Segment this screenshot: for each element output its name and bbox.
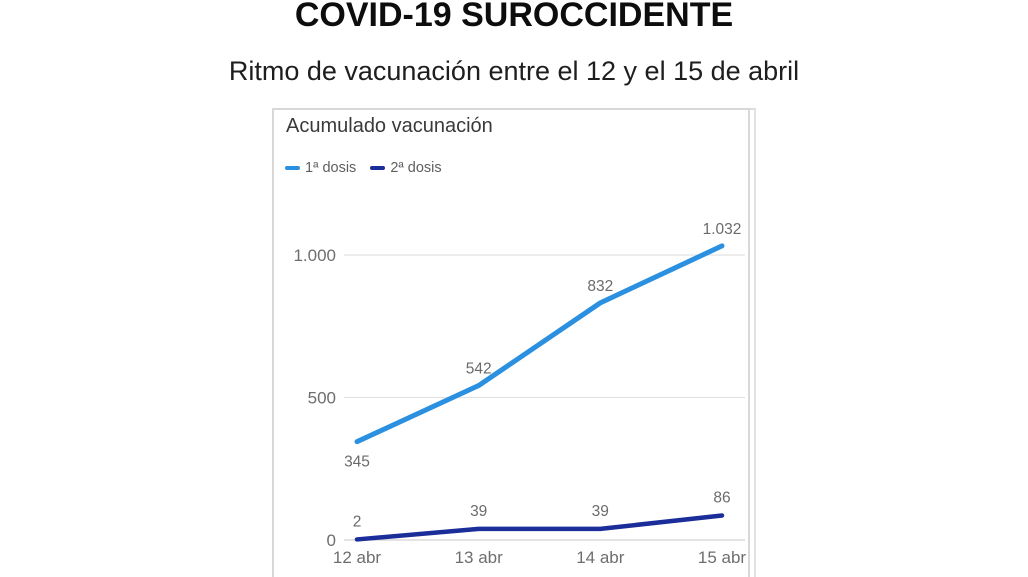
card-outer-frame-horizontal (750, 108, 756, 110)
dose1-line-swatch (285, 166, 300, 170)
dose2-line-swatch (370, 166, 386, 170)
chart-legend: 1ª dosis 2ª dosis (285, 160, 442, 176)
point-label: 39 (592, 503, 609, 520)
chart-title: Acumulado vacunación (286, 115, 493, 137)
point-label: 345 (344, 454, 370, 471)
series-line-1 (354, 243, 725, 445)
page-subtitle: Ritmo de vacunación entre el 12 y el 15 … (228, 56, 800, 86)
x-tick-label: 15 abr (698, 548, 747, 567)
legend-item-dose2: 2ª dosis (370, 160, 442, 176)
y-tick-label: 500 (308, 389, 336, 408)
page-title: COVID-19 SUROCCIDENTE (294, 0, 734, 34)
line-chart: 0 500 1.000 12 abr 13 abr 14 abr 15 abr 345 542 8… (293, 221, 747, 567)
y-tick-label: 0 (327, 531, 336, 550)
point-label: 1.032 (703, 221, 742, 238)
legend-label-dose1: 1ª dosis (305, 160, 357, 176)
x-tick-label: 13 abr (455, 548, 504, 567)
point-label: 86 (713, 489, 730, 506)
legend-label-dose2: 2ª dosis (390, 160, 442, 176)
chart-card: 0 500 1.000 12 abr 13 abr 14 abr 15 abr 345 542 8… (272, 108, 750, 577)
series-line-2 (354, 513, 725, 542)
point-label: 542 (466, 361, 492, 378)
y-tick-label: 1.000 (293, 246, 336, 265)
card-outer-frame-vertical (754, 108, 756, 577)
legend-item-dose1: 1ª dosis (285, 160, 356, 176)
point-label: 2 (353, 513, 362, 530)
x-tick-label: 14 abr (576, 548, 625, 567)
point-label: 832 (587, 278, 613, 295)
point-label: 39 (470, 503, 487, 520)
x-tick-label: 12 abr (333, 548, 382, 567)
